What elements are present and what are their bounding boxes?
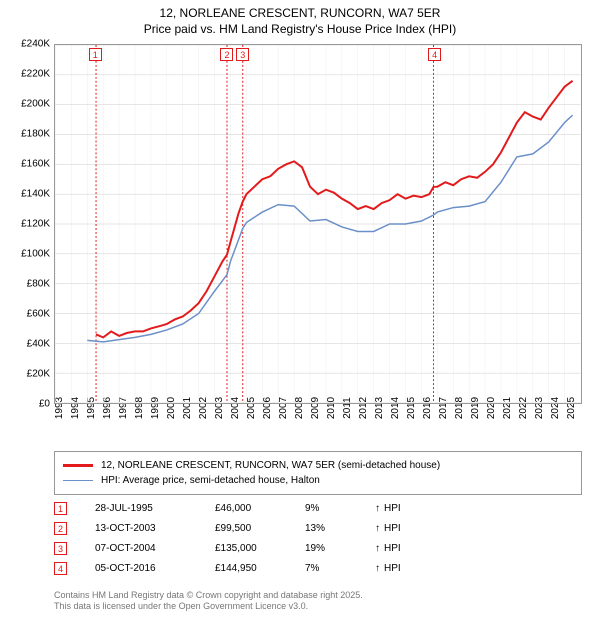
legend-color-swatch bbox=[63, 480, 93, 482]
sales-table: 128-JUL-1995£46,0009%↑HPI213-OCT-2003£99… bbox=[54, 502, 582, 582]
legend-item: 12, NORLEANE CRESCENT, RUNCORN, WA7 5ER … bbox=[63, 458, 573, 473]
sale-price: £135,000 bbox=[215, 543, 305, 554]
y-tick-label: £200K bbox=[21, 99, 50, 110]
legend-label: 12, NORLEANE CRESCENT, RUNCORN, WA7 5ER … bbox=[101, 460, 440, 471]
sale-suffix: HPI bbox=[384, 503, 401, 514]
y-tick-label: £60K bbox=[27, 309, 50, 320]
chart-legend: 12, NORLEANE CRESCENT, RUNCORN, WA7 5ER … bbox=[54, 451, 582, 495]
sale-date: 07-OCT-2004 bbox=[95, 543, 215, 554]
sale-price: £99,500 bbox=[215, 523, 305, 534]
legend-color-swatch bbox=[63, 464, 93, 467]
y-tick-label: £220K bbox=[21, 69, 50, 80]
sale-date: 28-JUL-1995 bbox=[95, 503, 215, 514]
sale-marker-2: 2 bbox=[220, 48, 233, 61]
arrow-up-icon: ↑ bbox=[375, 503, 380, 514]
y-tick-label: £0 bbox=[39, 399, 50, 410]
sale-marker-1: 1 bbox=[89, 48, 102, 61]
legend-label: HPI: Average price, semi-detached house,… bbox=[101, 475, 320, 486]
sale-date: 05-OCT-2016 bbox=[95, 563, 215, 574]
sale-price: £144,950 bbox=[215, 563, 305, 574]
sale-marker-4: 4 bbox=[428, 48, 441, 61]
y-tick-label: £40K bbox=[27, 339, 50, 350]
sale-date: 13-OCT-2003 bbox=[95, 523, 215, 534]
sale-suffix: HPI bbox=[384, 523, 401, 534]
y-tick-label: £120K bbox=[21, 219, 50, 230]
arrow-up-icon: ↑ bbox=[375, 523, 380, 534]
sale-pct: 13% bbox=[305, 523, 375, 534]
sale-pct: 9% bbox=[305, 503, 375, 514]
sale-pct: 7% bbox=[305, 563, 375, 574]
sale-price: £46,000 bbox=[215, 503, 305, 514]
arrow-up-icon: ↑ bbox=[375, 543, 380, 554]
sale-marker-3: 3 bbox=[236, 48, 249, 61]
sale-row: 4 05-OCT-2016£144,9507%↑ HPI bbox=[54, 562, 582, 575]
chart-plot-area: 1 23 4 bbox=[54, 44, 582, 404]
y-tick-label: £20K bbox=[27, 369, 50, 380]
y-tick-label: £160K bbox=[21, 159, 50, 170]
y-tick-label: £240K bbox=[21, 39, 50, 50]
sale-index-box: 3 bbox=[54, 542, 67, 555]
chart-title: 12, NORLEANE CRESCENT, RUNCORN, WA7 5ER … bbox=[0, 0, 600, 37]
sale-suffix: HPI bbox=[384, 563, 401, 574]
line-chart-svg bbox=[54, 44, 582, 404]
sale-row: 2 13-OCT-2003£99,50013%↑ HPI bbox=[54, 522, 582, 535]
y-tick-label: £100K bbox=[21, 249, 50, 260]
title-line-1: 12, NORLEANE CRESCENT, RUNCORN, WA7 5ER bbox=[160, 6, 441, 20]
license-text: Contains HM Land Registry data © Crown c… bbox=[54, 590, 363, 613]
sale-index-box: 1 bbox=[54, 502, 67, 515]
sale-suffix: HPI bbox=[384, 543, 401, 554]
sale-pct: 19% bbox=[305, 543, 375, 554]
y-tick-label: £180K bbox=[21, 129, 50, 140]
chart-container: 12, NORLEANE CRESCENT, RUNCORN, WA7 5ER … bbox=[0, 0, 600, 620]
arrow-up-icon: ↑ bbox=[375, 563, 380, 574]
legend-item: HPI: Average price, semi-detached house,… bbox=[63, 473, 573, 488]
y-tick-label: £80K bbox=[27, 279, 50, 290]
sale-index-box: 2 bbox=[54, 522, 67, 535]
sale-row: 1 28-JUL-1995£46,0009%↑ HPI bbox=[54, 502, 582, 515]
y-tick-label: £140K bbox=[21, 189, 50, 200]
title-line-2: Price paid vs. HM Land Registry's House … bbox=[144, 22, 456, 36]
sale-index-box: 4 bbox=[54, 562, 67, 575]
sale-row: 3 07-OCT-2004£135,00019%↑ HPI bbox=[54, 542, 582, 555]
